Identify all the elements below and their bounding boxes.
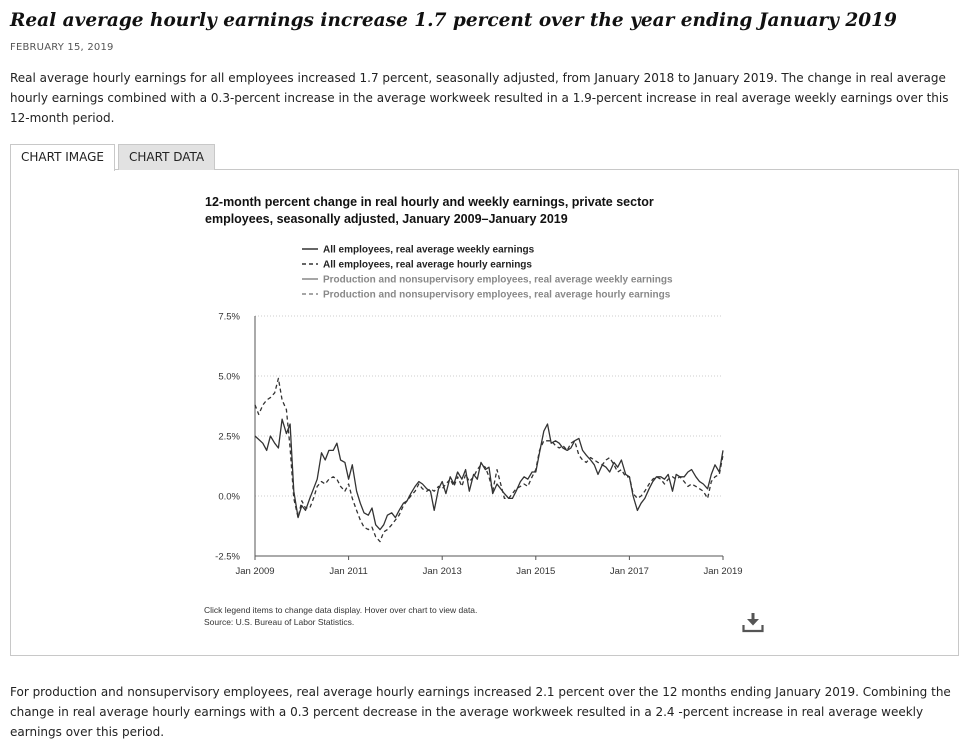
download-icon[interactable]: [742, 611, 764, 633]
publish-date: FEBRUARY 15, 2019: [10, 42, 114, 53]
series-line-2[interactable]: [254, 377, 724, 543]
y-tick-label: 5.0%: [218, 372, 240, 383]
outro-paragraph: For production and nonsupervisory employ…: [10, 685, 951, 739]
legend-label: Production and nonsupervisory employees,…: [323, 290, 671, 301]
intro-paragraph: Real average hourly earnings for all emp…: [10, 71, 949, 125]
page-title: Real average hourly earnings increase 1.…: [10, 10, 897, 31]
legend-label: All employees, real average weekly earni…: [323, 245, 535, 256]
x-tick-label: Jan 2013: [423, 566, 462, 577]
chart-legend: All employees, real average weekly earni…: [302, 245, 673, 301]
y-tick-label: 2.5%: [218, 432, 240, 443]
y-tick-label: 0.0%: [218, 492, 240, 503]
legend-label: Production and nonsupervisory employees,…: [323, 275, 673, 286]
chart-title-line-1: 12-month percent change in real hourly a…: [205, 195, 654, 209]
earnings-line-chart[interactable]: 12-month percent change in real hourly a…: [11, 170, 958, 655]
legend-item-1[interactable]: All employees, real average weekly earni…: [302, 245, 535, 256]
chart-source-note: Source: U.S. Bureau of Labor Statistics.: [204, 617, 354, 627]
y-axis-ticks: -2.5% 0.0% 2.5% 5.0% 7.5%: [215, 312, 240, 563]
x-tick-label: Jan 2015: [516, 566, 555, 577]
legend-label: All employees, real average hourly earni…: [323, 260, 532, 271]
x-axis-ticks: Jan 2009 Jan 2011 Jan 2013 Jan 2015 Jan 2017…: [235, 556, 743, 577]
chart-note-click: Click legend items to change data displa…: [204, 605, 477, 615]
legend-item-2[interactable]: All employees, real average hourly earni…: [302, 260, 532, 271]
x-tick-label: Jan 2011: [329, 566, 367, 577]
legend-item-4[interactable]: Production and nonsupervisory employees,…: [302, 290, 671, 301]
tab-chart-data[interactable]: CHART DATA: [118, 144, 216, 170]
legend-item-3[interactable]: Production and nonsupervisory employees,…: [302, 275, 673, 286]
chart-panel: 12-month percent change in real hourly a…: [10, 169, 959, 656]
chart-tabs: CHART IMAGE CHART DATA: [10, 144, 216, 171]
x-tick-label: Jan 2017: [610, 566, 649, 577]
chart-gridlines: [255, 315, 723, 497]
series-line-1[interactable]: [254, 418, 724, 531]
y-tick-label: -2.5%: [215, 552, 240, 563]
tab-chart-image[interactable]: CHART IMAGE: [10, 144, 115, 171]
chart-title-line-2: employees, seasonally adjusted, January …: [205, 212, 568, 226]
x-tick-label: Jan 2019: [703, 566, 742, 577]
chart-series-lines: [254, 377, 724, 543]
y-tick-label: 7.5%: [218, 312, 240, 323]
x-tick-label: Jan 2009: [235, 566, 274, 577]
